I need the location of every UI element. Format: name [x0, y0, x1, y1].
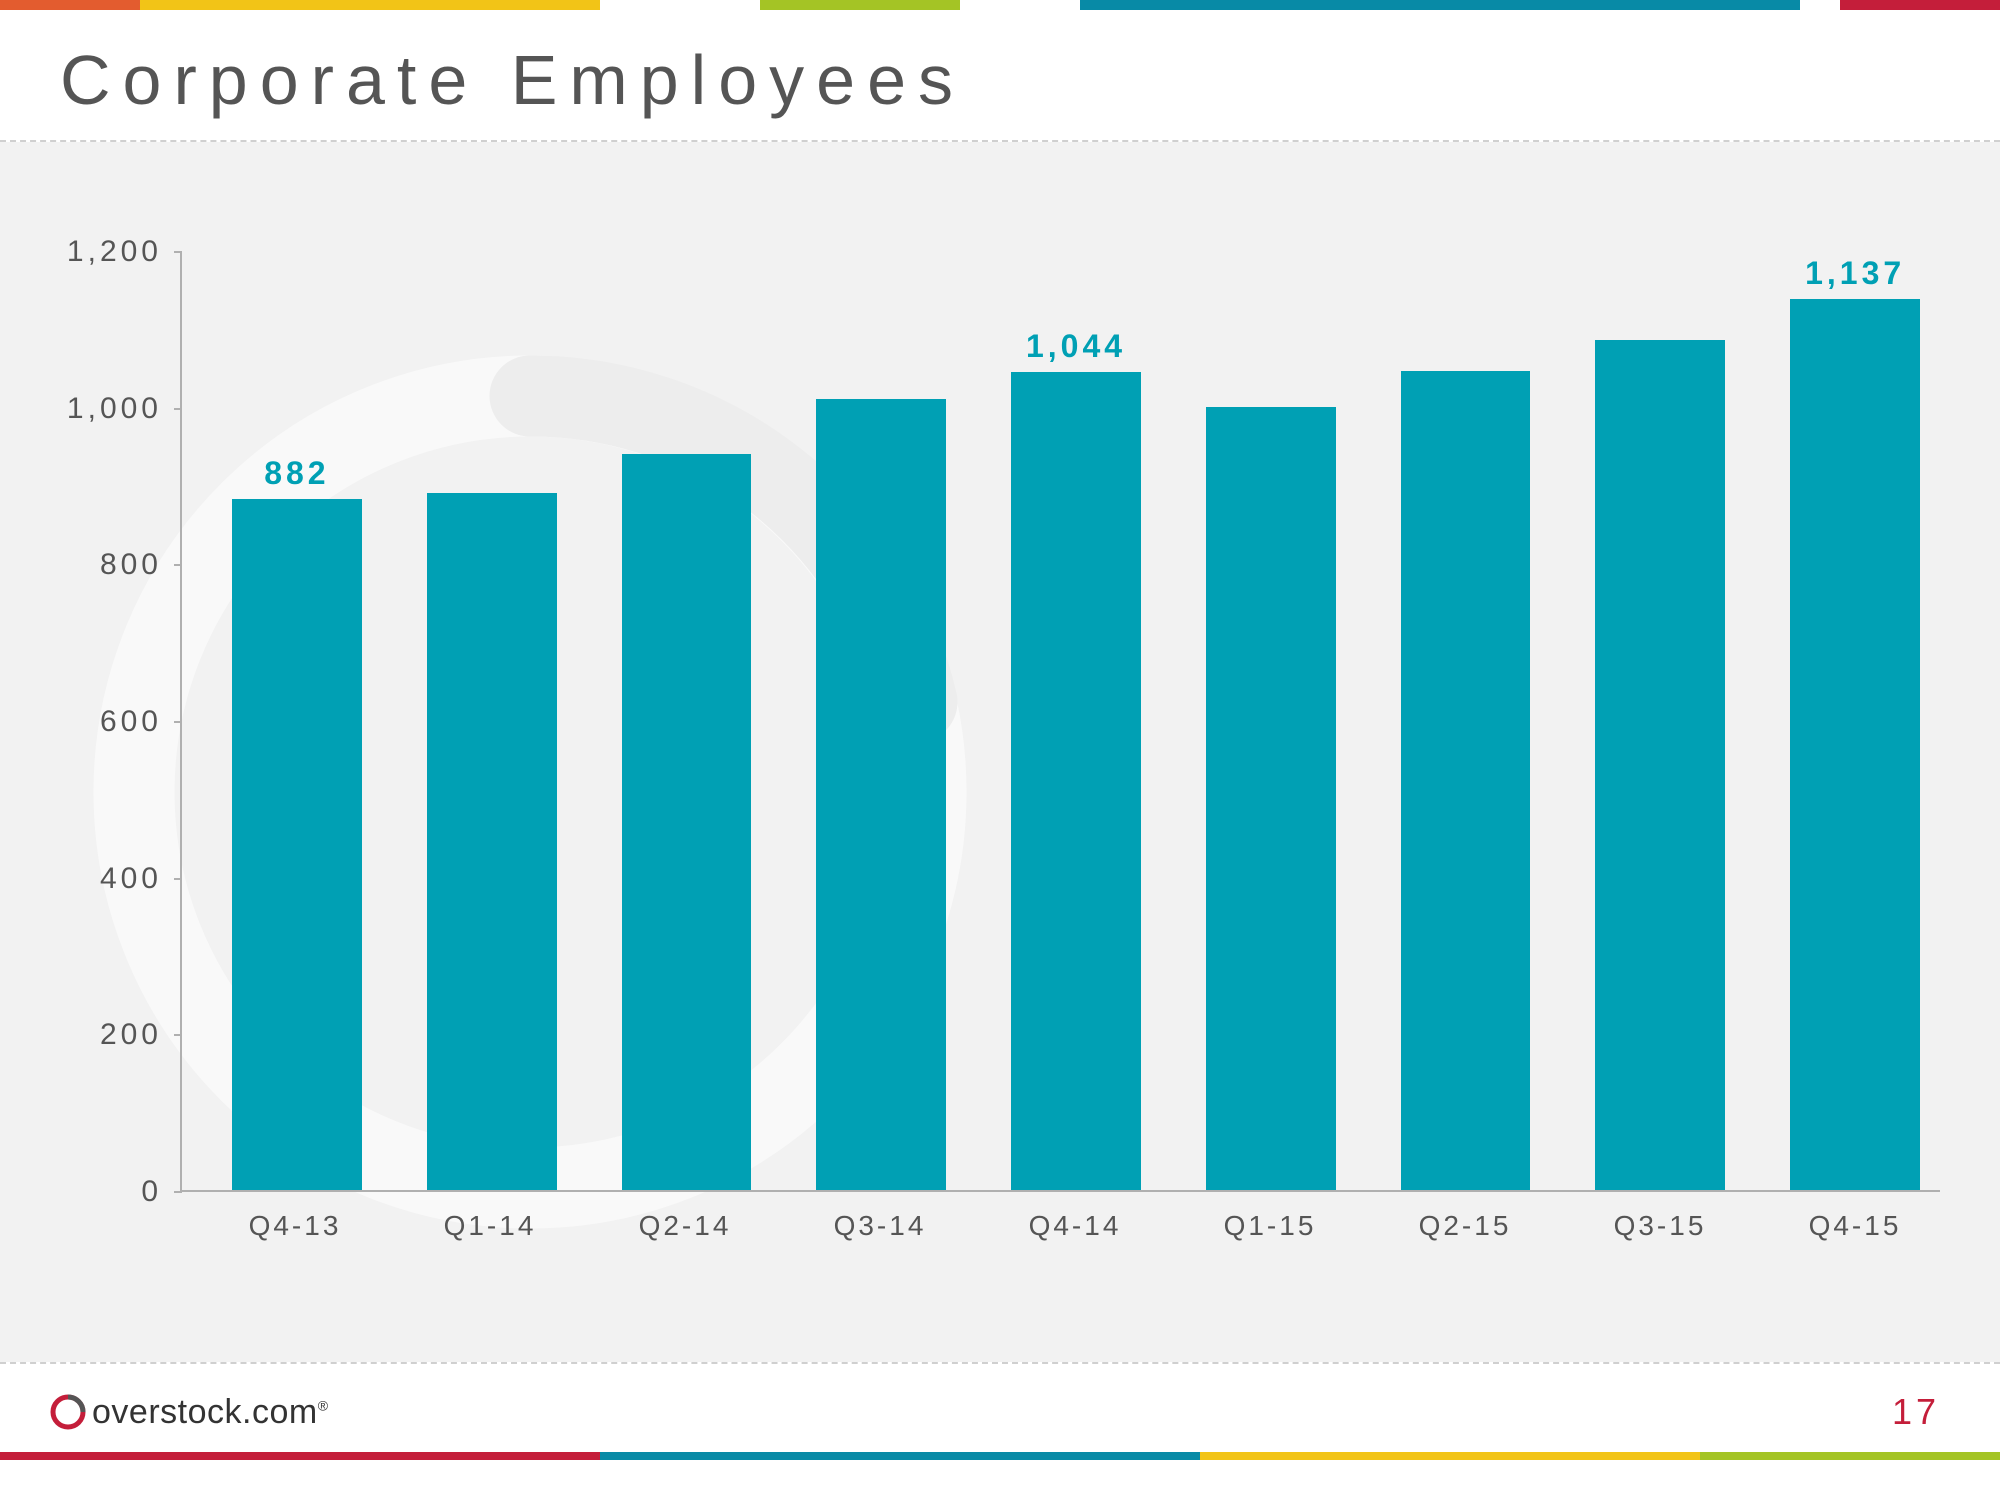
chart-panel: 882 1,044 1,137 02004006008001,0001,200 … [0, 142, 2000, 1362]
x-axis-label: Q1-15 [1205, 1192, 1335, 1242]
strip-segment [1700, 1452, 2000, 1460]
registered-mark: ® [318, 1397, 329, 1413]
y-tick [174, 1034, 182, 1036]
y-tick [174, 721, 182, 723]
strip-segment [1200, 1452, 1700, 1460]
strip-segment [600, 1452, 1200, 1460]
bar [1011, 372, 1141, 1190]
strip-segment [960, 0, 1080, 10]
logo-text: overstock.com® [92, 1393, 329, 1432]
logo: overstock.com® [50, 1393, 329, 1432]
strip-segment [760, 0, 960, 10]
page-title: Corporate Employees [60, 40, 1940, 120]
strip-segment [1840, 0, 2000, 10]
bar-value-label: 882 [264, 455, 329, 493]
strip-segment [140, 0, 600, 10]
y-axis-label: 800 [100, 548, 162, 582]
x-axis-labels: Q4-13 Q1-14 Q2-14 Q3-14 Q4-14 Q1-15 Q2-15 Q3-15… [180, 1192, 1940, 1242]
bar-column: 882 [232, 455, 362, 1190]
x-axis-label: Q4-15 [1790, 1192, 1920, 1242]
bar [427, 493, 557, 1190]
x-axis-label: Q4-13 [230, 1192, 360, 1242]
bar-value-label: 1,044 [1026, 328, 1126, 366]
bar-column: 1,137 [1790, 255, 1920, 1190]
bar-column [1595, 296, 1725, 1190]
bar-column: 1,044 [1011, 328, 1141, 1190]
strip-segment [1800, 0, 1840, 10]
y-axis-label: 200 [100, 1018, 162, 1052]
logo-text-label: overstock.com [92, 1393, 318, 1431]
bar-column [1206, 363, 1336, 1190]
y-axis-label: 1,200 [67, 235, 162, 269]
bar-value-label: 1,137 [1805, 255, 1905, 293]
top-color-strip [0, 0, 2000, 10]
strip-segment [0, 1452, 600, 1460]
title-area: Corporate Employees [0, 10, 2000, 140]
y-axis-label: 600 [100, 705, 162, 739]
x-axis-label: Q3-15 [1595, 1192, 1725, 1242]
y-tick [174, 878, 182, 880]
plot-area: 882 1,044 1,137 02004006008001,0001,200 [180, 252, 1940, 1192]
x-axis-label: Q4-14 [1010, 1192, 1140, 1242]
bar [1206, 407, 1336, 1190]
y-tick [174, 251, 182, 253]
bar-column [427, 449, 557, 1190]
y-axis-label: 0 [141, 1175, 162, 1209]
bottom-color-strip [0, 1452, 2000, 1460]
x-axis-label: Q3-14 [815, 1192, 945, 1242]
bar [622, 454, 752, 1190]
y-axis-label: 1,000 [67, 392, 162, 426]
y-tick [174, 564, 182, 566]
bar [1790, 299, 1920, 1190]
bar [1401, 371, 1531, 1190]
x-axis-label: Q2-15 [1400, 1192, 1530, 1242]
page-number: 17 [1892, 1391, 1940, 1433]
overstock-o-icon [50, 1394, 86, 1430]
bar [1595, 340, 1725, 1190]
bar-column [622, 410, 752, 1190]
strip-segment [600, 0, 760, 10]
y-tick [174, 408, 182, 410]
plot: 882 1,044 1,137 02004006008001,0001,200 … [180, 252, 1940, 1252]
strip-segment [1080, 0, 1800, 10]
x-axis-label: Q1-14 [425, 1192, 555, 1242]
y-axis-label: 400 [100, 862, 162, 896]
strip-segment [0, 0, 140, 10]
bar-column [1401, 327, 1531, 1190]
x-axis-label: Q2-14 [620, 1192, 750, 1242]
bar [816, 399, 946, 1190]
footer: overstock.com® 17 [0, 1364, 2000, 1460]
bar-column [816, 355, 946, 1190]
bars-container: 882 1,044 1,137 [182, 252, 1940, 1190]
bar [232, 499, 362, 1190]
